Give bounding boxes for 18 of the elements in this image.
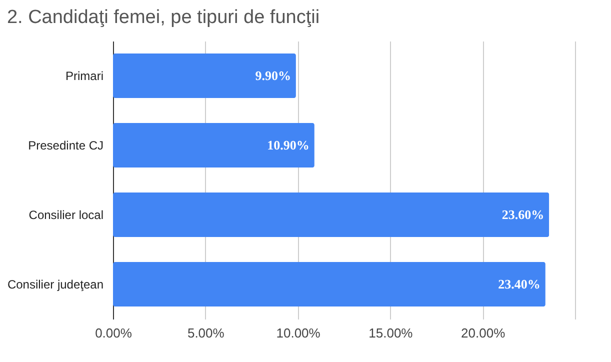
bar [113, 192, 550, 237]
x-tick-label: 5.00% [187, 326, 225, 340]
x-tick-label: 10.00% [276, 326, 321, 340]
bar [113, 262, 546, 306]
x-tick-label: 20.00% [461, 326, 506, 340]
data-label: 9.90% [255, 68, 291, 83]
x-tick-label: 15.00% [368, 326, 414, 340]
y-tick-label: Consilier judeţean [7, 277, 104, 292]
y-tick-label: Presedinte CJ [28, 138, 104, 152]
chart-title: 2. Candidaţi femei, pe tipuri de funcţii [6, 7, 320, 28]
data-label: 23.40% [498, 276, 540, 292]
bar [113, 54, 296, 98]
data-label: 23.60% [502, 206, 544, 222]
bar [113, 123, 314, 168]
y-tick-label: Consilier local [28, 208, 104, 222]
y-tick-label: Primari [66, 68, 104, 83]
data-label: 10.90% [267, 137, 310, 152]
x-tick-label: 0.00% [95, 326, 132, 340]
